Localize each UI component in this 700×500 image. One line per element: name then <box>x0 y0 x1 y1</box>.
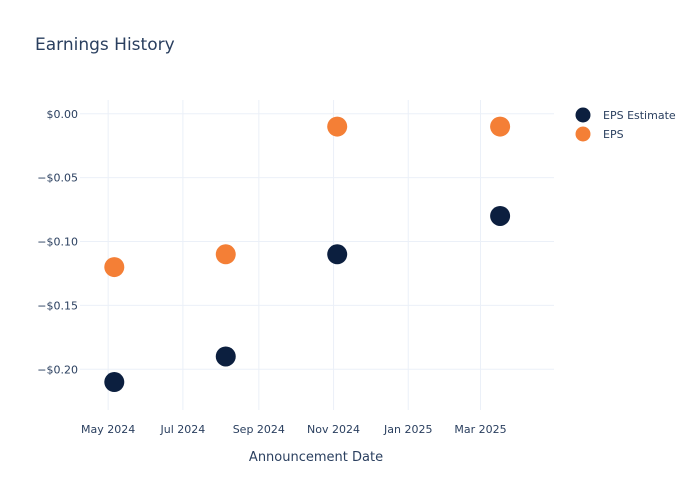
x-tick-label: Jan 2025 <box>383 423 432 436</box>
x-tick-label: May 2024 <box>81 423 135 436</box>
eps-estimate-point <box>327 244 348 265</box>
legend-label-eps: EPS <box>603 128 624 141</box>
x-tick-labels: May 2024 Jul 2024 Sep 2024 Nov 2024 Jan 2025… <box>81 423 507 436</box>
x-tick-label: Sep 2024 <box>233 423 285 436</box>
x-tick-label: Nov 2024 <box>307 423 360 436</box>
chart-title: Earnings History <box>35 35 175 55</box>
eps-point <box>104 257 125 278</box>
data-points <box>104 116 511 393</box>
legend-label-eps-estimate: EPS Estimate <box>603 109 676 122</box>
eps-estimate-point <box>104 372 125 393</box>
legend-marker-eps <box>575 126 591 142</box>
legend: EPS Estimate EPS <box>575 107 676 142</box>
x-axis-title: Announcement Date <box>249 450 383 465</box>
eps-point <box>490 116 511 137</box>
y-tick-label: −$0.20 <box>37 363 78 376</box>
x-gridlines <box>107 100 482 410</box>
x-tick-label: Mar 2025 <box>454 423 506 436</box>
y-tick-label: −$0.15 <box>37 299 78 312</box>
x-tick-label: Jul 2024 <box>160 423 206 436</box>
y-gridlines <box>80 113 554 370</box>
eps-estimate-point <box>490 205 511 226</box>
y-tick-labels: $0.00 −$0.05 −$0.10 −$0.15 −$0.20 <box>37 108 78 376</box>
y-tick-label: −$0.05 <box>37 172 78 185</box>
legend-marker-eps-estimate <box>575 107 591 123</box>
eps-estimate-point <box>215 346 236 367</box>
y-tick-label: $0.00 <box>47 108 79 121</box>
y-tick-label: −$0.10 <box>37 236 78 249</box>
eps-point <box>215 244 236 265</box>
eps-point <box>327 116 348 137</box>
